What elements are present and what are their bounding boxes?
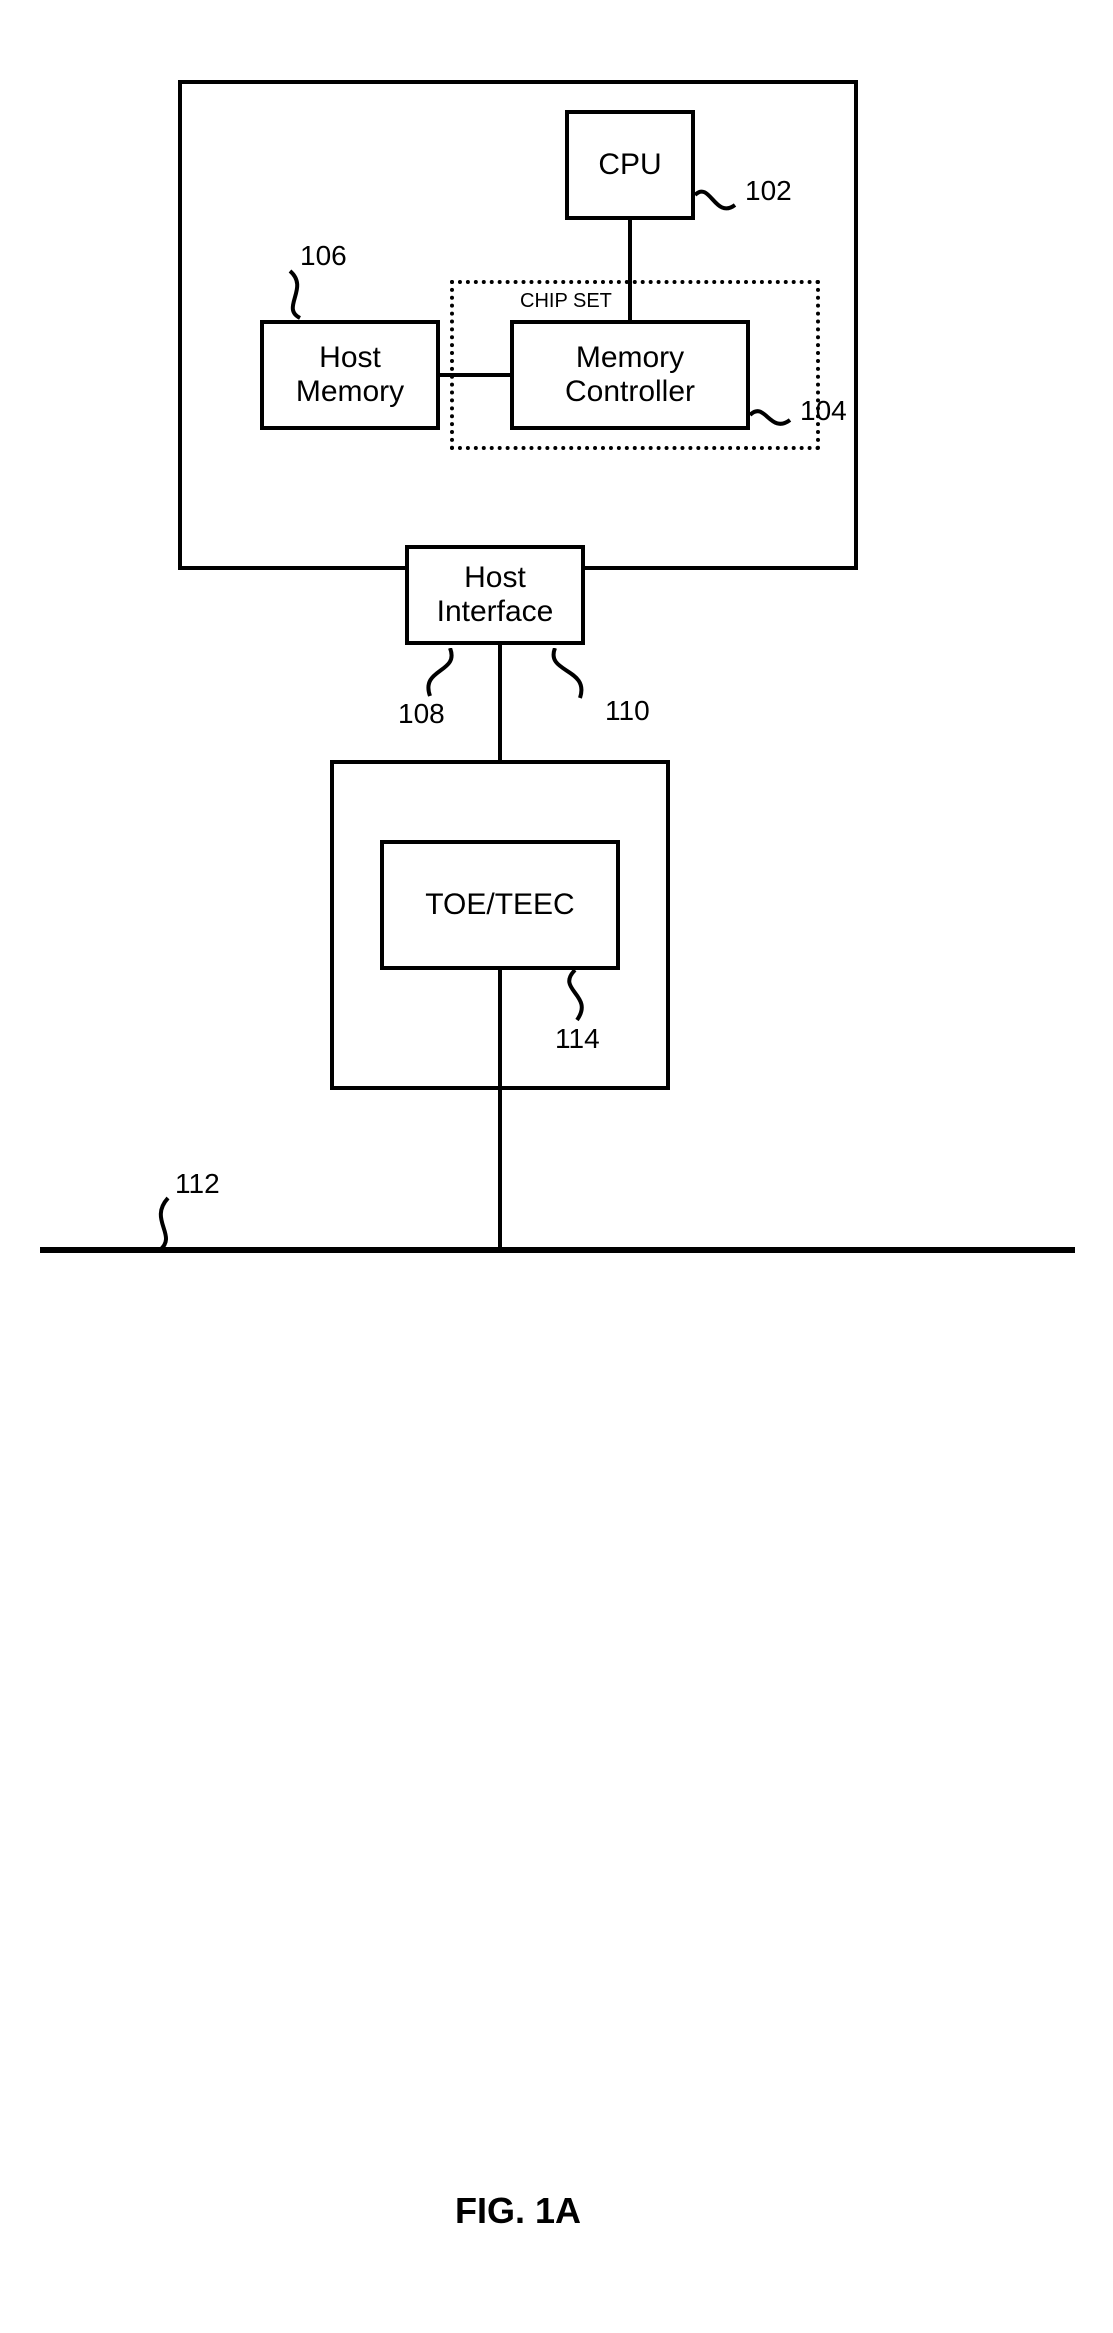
line-hostmem-memctrl [440, 373, 510, 377]
ref-104-label: 104 [800, 395, 847, 427]
ref-106-connector [270, 268, 320, 323]
host-interface-box: HostInterface [405, 545, 585, 645]
line-toe-bus [498, 970, 502, 1250]
ref-112-label: 112 [175, 1168, 220, 1200]
ref-104-connector [750, 395, 805, 445]
cpu-label: CPU [598, 148, 661, 183]
ref-112-connector [148, 1195, 198, 1253]
ref-114-connector [555, 970, 605, 1025]
host-interface-label: HostInterface [437, 561, 554, 630]
toe-box: TOE/TEEC [380, 840, 620, 970]
ref-110-connector [545, 648, 605, 706]
host-memory-label: HostMemory [296, 341, 404, 410]
figure-caption: FIG. 1A [455, 2190, 581, 2232]
memory-controller-box: MemoryController [510, 320, 750, 430]
chipset-label: CHIP SET [520, 290, 612, 313]
memory-controller-label: MemoryController [565, 341, 695, 410]
ref-110-label: 110 [605, 695, 650, 727]
ref-108-connector [410, 648, 465, 703]
toe-label: TOE/TEEC [425, 888, 574, 923]
cpu-box: CPU [565, 110, 695, 220]
ref-114-label: 114 [555, 1023, 600, 1055]
ref-102-label: 102 [745, 175, 792, 207]
ref-108-label: 108 [398, 698, 445, 730]
host-memory-box: HostMemory [260, 320, 440, 430]
ref-102-connector [695, 175, 750, 230]
ref-106-label: 106 [300, 240, 347, 272]
